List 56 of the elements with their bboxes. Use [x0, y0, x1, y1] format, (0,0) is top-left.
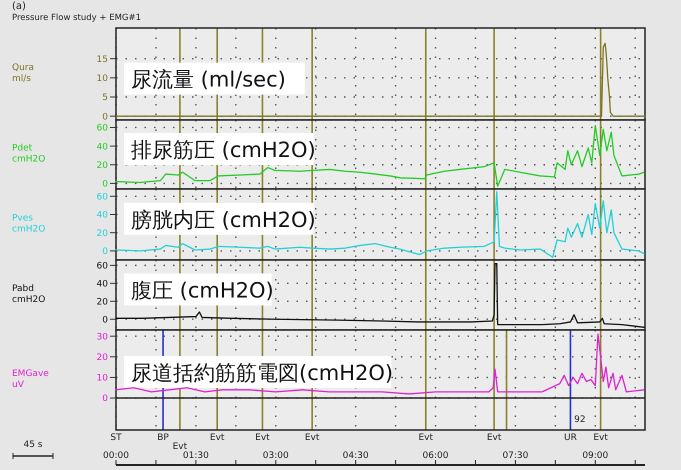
x-tick-label: 03:00 — [262, 451, 290, 461]
y-tick-label: 0 — [102, 394, 108, 404]
text: ST — [110, 433, 122, 443]
x-tick-label: 06:00 — [422, 451, 449, 461]
line-series — [115, 42, 646, 117]
y-axis-title: Pabd cmH2O — [12, 284, 46, 305]
y-tick-label: 60 — [96, 262, 108, 272]
y-axis-title: Pdet cmH2O — [12, 144, 46, 164]
ref-line-label: Evt — [304, 433, 320, 443]
x-tick-label: 09:00 — [582, 451, 609, 461]
text: 膀胱内圧 (cmH2O) — [131, 208, 316, 232]
ref-line-label: Evt — [418, 433, 434, 443]
line-series — [115, 333, 645, 395]
y-tick-label: 60 — [96, 192, 108, 202]
chart-subtitle: Pressure Flow study + EMG#1 — [12, 13, 142, 23]
ref-line-label: Evt — [172, 442, 188, 452]
text: 尿道括約筋筋電図(cmH2O) — [131, 361, 394, 385]
y-tick-label: 40 — [96, 279, 108, 290]
y-tick-label: 20 — [96, 297, 108, 308]
line-series — [115, 262, 645, 328]
text: 45 s — [23, 440, 43, 450]
line-series — [115, 191, 645, 258]
y-axis-title: Qura ml/s — [12, 63, 34, 84]
y-tick-label: 30 — [96, 332, 108, 342]
annotation: 92 — [574, 415, 586, 425]
text: (a) — [12, 1, 26, 12]
text: 腹圧 (cmH2O) — [131, 278, 274, 302]
x-tick-label: 07:30 — [502, 451, 529, 461]
y-tick-label: 40 — [96, 210, 108, 221]
y-tick-label: 15 — [96, 54, 108, 65]
y-tick-label: 5 — [102, 93, 108, 104]
x-tick-label: 04:30 — [342, 451, 369, 461]
y-tick-label: 0 — [102, 180, 108, 190]
y-tick-label: 20 — [96, 228, 108, 239]
ref-line-label: Evt — [486, 433, 502, 443]
y-tick-label: 10 — [96, 74, 108, 84]
y-tick-label: 40 — [96, 142, 108, 152]
y-tick-label: 0 — [102, 112, 108, 122]
y-axis-title: EMGave uV — [12, 369, 50, 390]
y-tick-label: 20 — [96, 352, 108, 363]
text: 尿流量 (ml/sec) — [131, 68, 286, 92]
ref-line-label: BP — [157, 433, 170, 443]
y-tick-label: 10 — [96, 374, 108, 384]
line-series — [115, 124, 645, 187]
y-tick-label: 0 — [102, 315, 108, 326]
text: 排尿筋圧 (cmH2O) — [131, 138, 316, 162]
y-axis-title: Pves cmH2O — [12, 214, 46, 234]
y-tick-label: 60 — [96, 124, 108, 134]
x-tick-label: 01:30 — [182, 451, 210, 461]
ref-line-label: UR — [564, 433, 577, 443]
ref-line-label: Evt — [255, 433, 270, 443]
ref-line-label: Evt — [593, 433, 608, 443]
y-tick-label: 0 — [102, 247, 108, 258]
x-tick-label: 00:00 — [103, 451, 130, 461]
ref-line-label: Evt — [210, 433, 225, 443]
y-tick-label: 20 — [96, 160, 108, 171]
